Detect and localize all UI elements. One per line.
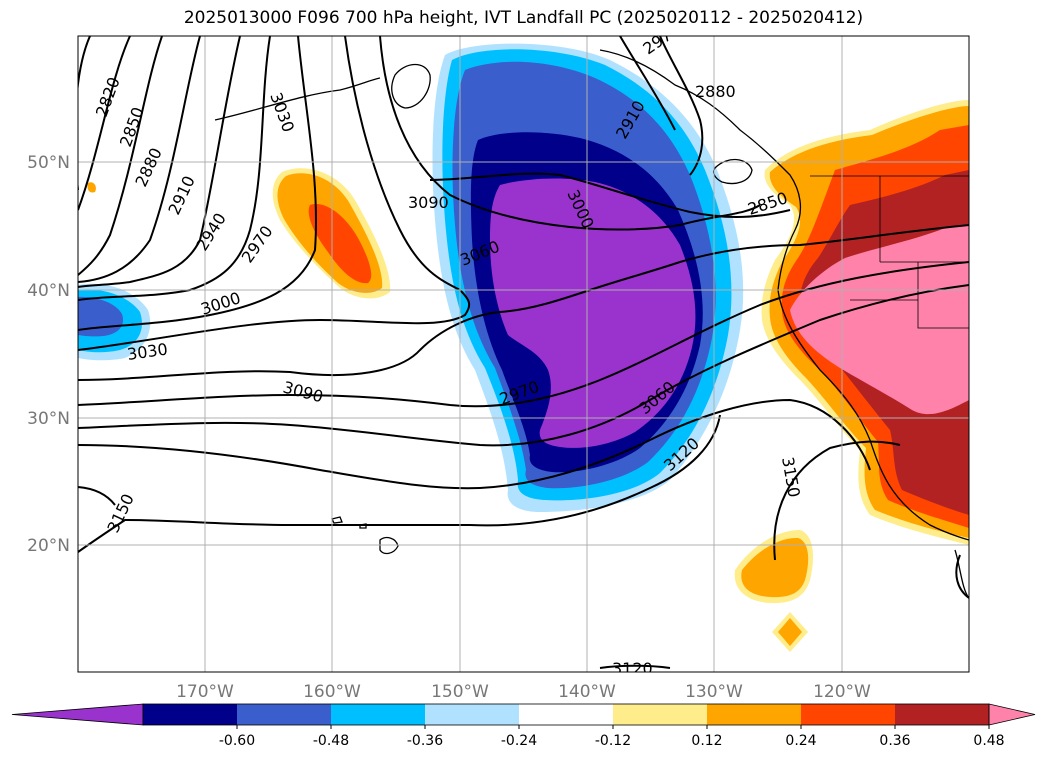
colorbar-tick-label: 0.36: [879, 733, 910, 749]
colorbar-tick-label: -0.12: [595, 733, 631, 749]
lat-label-40n: 40°N: [27, 281, 70, 301]
colorbar-segment: [143, 704, 238, 725]
longitude-labels: 170°W 160°W 150°W 140°W 130°W 120°W: [176, 682, 871, 702]
colorbar-segment: [613, 704, 708, 725]
lon-label-150w: 150°W: [431, 682, 489, 702]
political-borders: [810, 175, 969, 329]
lon-label-160w: 160°W: [303, 682, 361, 702]
map-frame: [77, 35, 970, 673]
contour-label: 3120: [612, 659, 653, 678]
lon-label-140w: 140°W: [558, 682, 616, 702]
latitude-labels: 50°N 40°N 30°N 20°N: [27, 153, 70, 556]
colorbar-tick-label: -0.60: [219, 733, 255, 749]
colorbar-tick-label: 0.24: [785, 733, 816, 749]
colorbar-tick-label: -0.36: [407, 733, 443, 749]
colorbar-tick-labels: -0.60 -0.48 -0.36 -0.24 -0.12 0.12 0.24 0.36 0.4…: [219, 725, 1005, 749]
colorbar-segment: [895, 704, 990, 725]
lat-label-50n: 50°N: [27, 153, 70, 173]
graticule: [78, 36, 969, 672]
lat-label-30n: 30°N: [27, 409, 70, 429]
lon-label-130w: 130°W: [685, 682, 743, 702]
colorbar-segment: [425, 704, 520, 725]
lon-label-120w: 120°W: [813, 682, 871, 702]
height-contours: [78, 36, 969, 669]
lon-label-170w: 170°W: [176, 682, 234, 702]
colorbar-extend-high: [988, 703, 1036, 726]
colorbar-tick-label: 0.12: [691, 733, 722, 749]
colorbar-outline: [142, 703, 990, 726]
contour-label: 3090: [408, 193, 449, 212]
colorbar-segment: [237, 704, 332, 725]
lat-label-20n: 20°N: [27, 536, 70, 556]
colorbar-tick-label: 0.48: [973, 733, 1004, 749]
colorbar-segment: [519, 704, 614, 725]
colorbar-segment: [331, 704, 426, 725]
colorbar: [11, 703, 1036, 726]
contour-label: 2880: [695, 82, 736, 101]
map-title: 2025013000 F096 700 hPa height, IVT Land…: [183, 8, 864, 28]
colorbar-tick-label: -0.24: [501, 733, 537, 749]
colorbar-tick-label: -0.48: [313, 733, 349, 749]
colorbar-segment: [707, 704, 802, 725]
coastlines: [214, 49, 969, 599]
colorbar-extend-low: [11, 703, 144, 726]
colorbar-segment: [801, 704, 896, 725]
